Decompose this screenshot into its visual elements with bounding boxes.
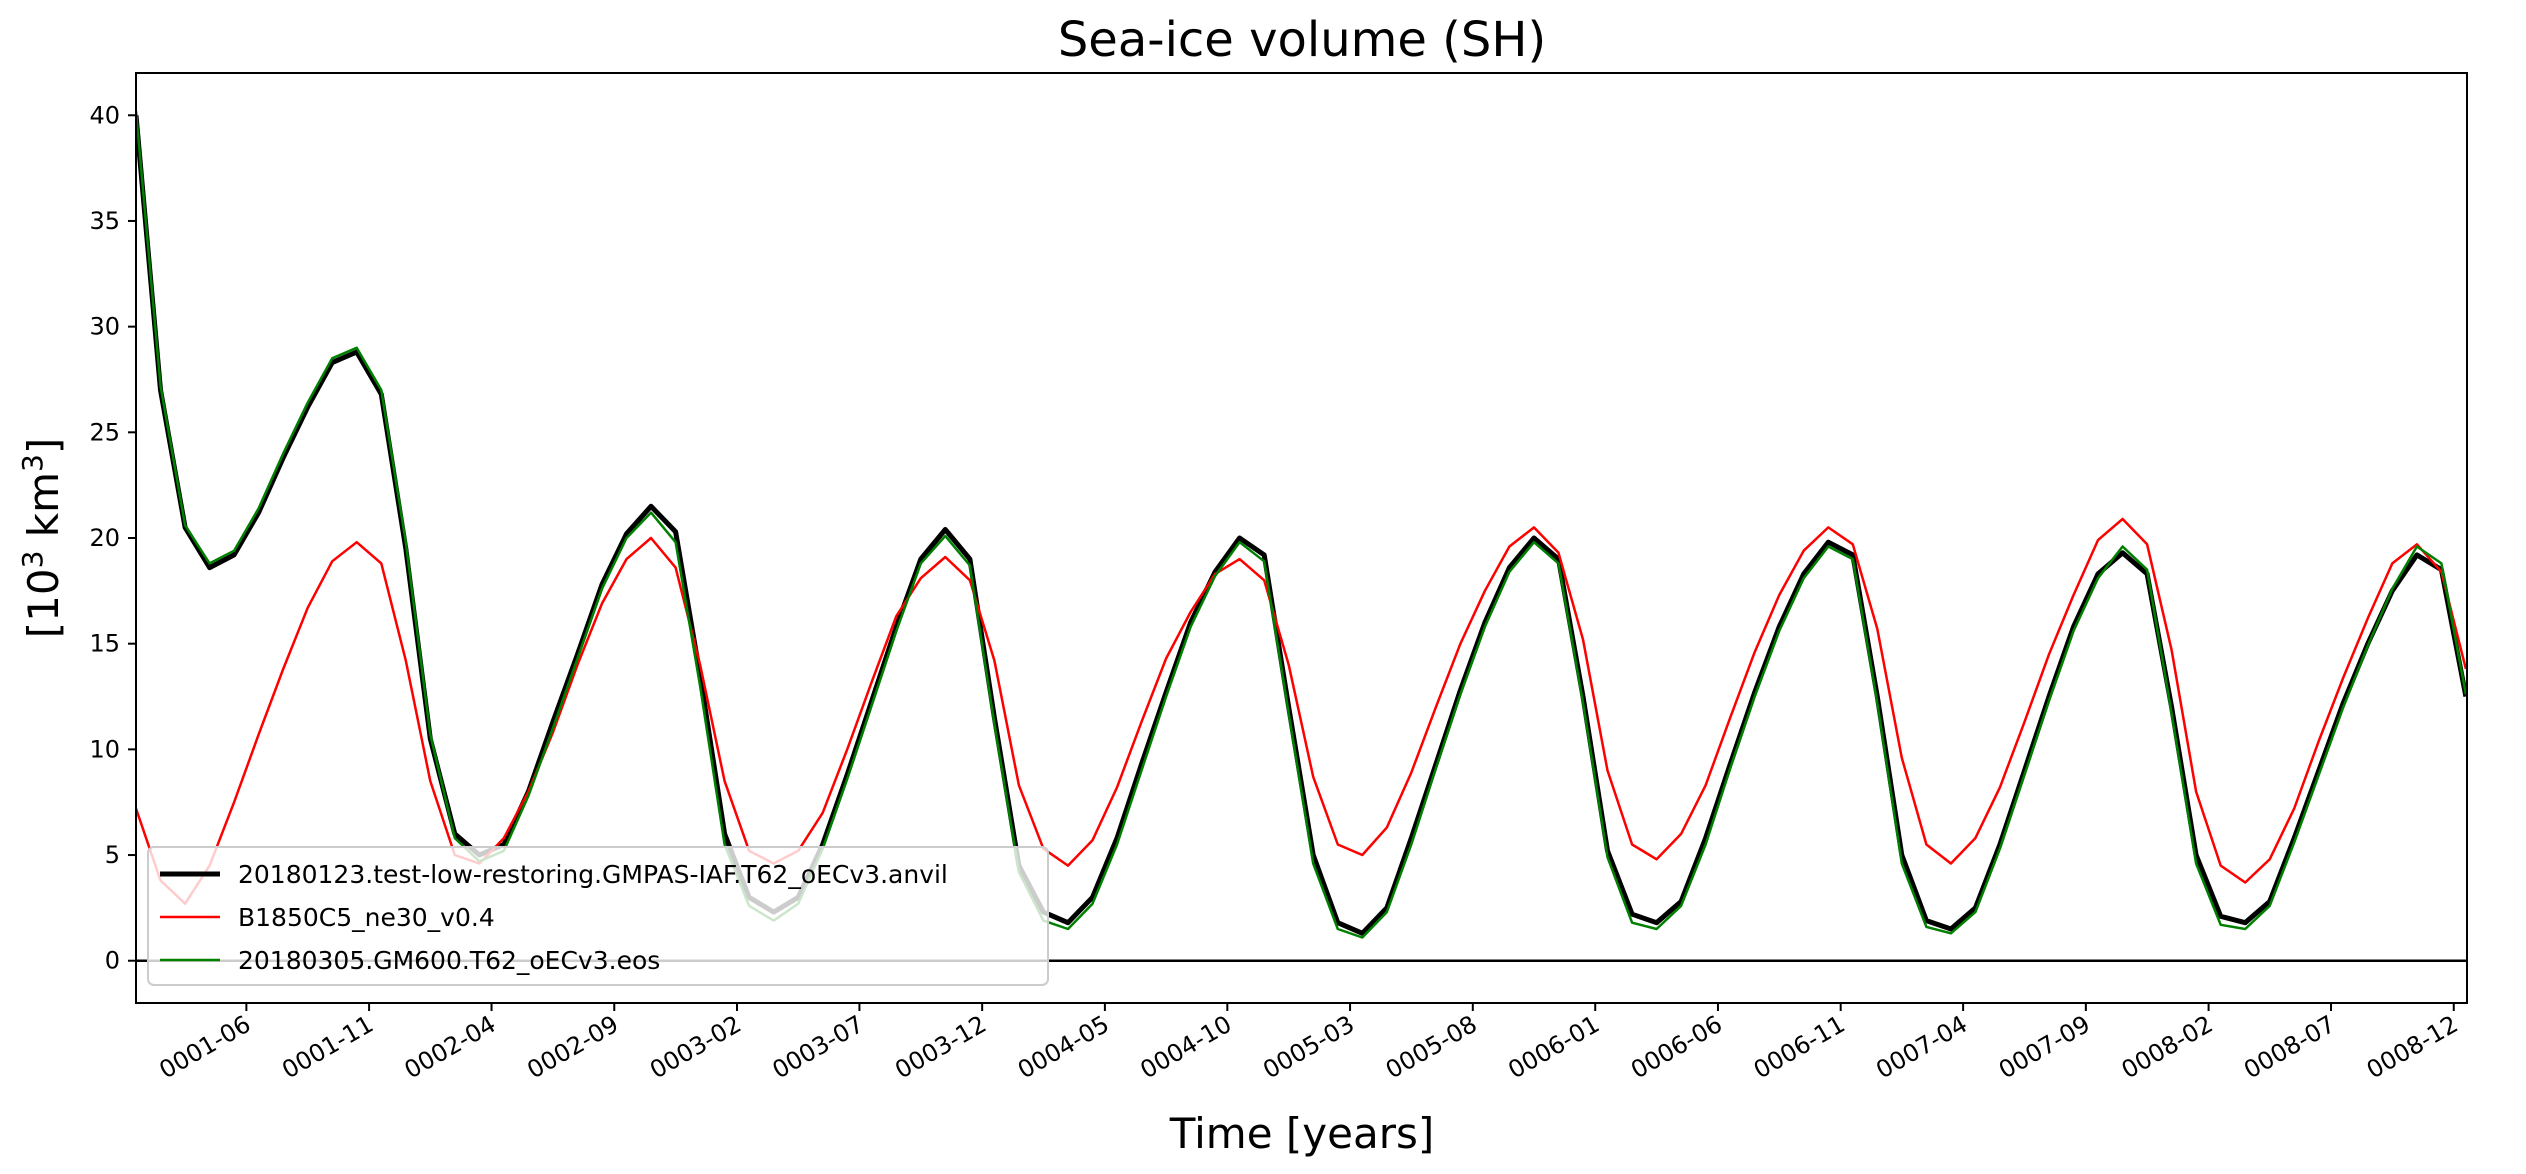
legend-label-1: 20180123.test-low-restoring.GMPAS-IAF.T6… (238, 860, 948, 889)
legend-label-2: B1850C5_ne30_v0.4 (238, 903, 495, 932)
y-tick-label: 5 (105, 841, 120, 869)
series-line-3 (136, 110, 2467, 939)
y-tick-label: 35 (89, 207, 120, 235)
y-axis-title: [103 km3] (16, 438, 68, 638)
y-tick-label: 25 (89, 418, 120, 446)
legend: 20180123.test-low-restoring.GMPAS-IAF.T6… (147, 846, 1049, 986)
series-lines (136, 110, 2467, 939)
y-axis-title-base: [10 (19, 568, 68, 638)
legend-label-3: 20180305.GM600.T62_oECv3.eos (238, 946, 660, 975)
x-axis-title: Time [years] (1169, 1109, 1435, 1158)
y-axis-title-mid: km (19, 472, 68, 551)
y-tick-label: 0 (105, 947, 120, 975)
series-line-2 (136, 517, 2467, 905)
y-tick-label: 15 (89, 630, 120, 658)
y-tick-label: 40 (89, 101, 120, 129)
legend-box (147, 846, 1049, 986)
y-axis-title-exp2: 3 (16, 454, 49, 472)
y-tick-label: 30 (89, 313, 120, 341)
y-axis-title-end: ] (19, 438, 68, 454)
y-axis-title-exp1: 3 (16, 551, 49, 569)
y-tick-label: 20 (89, 524, 120, 552)
y-axis: 0 5 10 15 20 25 30 35 40 (89, 101, 136, 975)
chart-title: Sea-ice volume (SH) (1058, 12, 1546, 68)
y-tick-label: 10 (89, 735, 120, 763)
